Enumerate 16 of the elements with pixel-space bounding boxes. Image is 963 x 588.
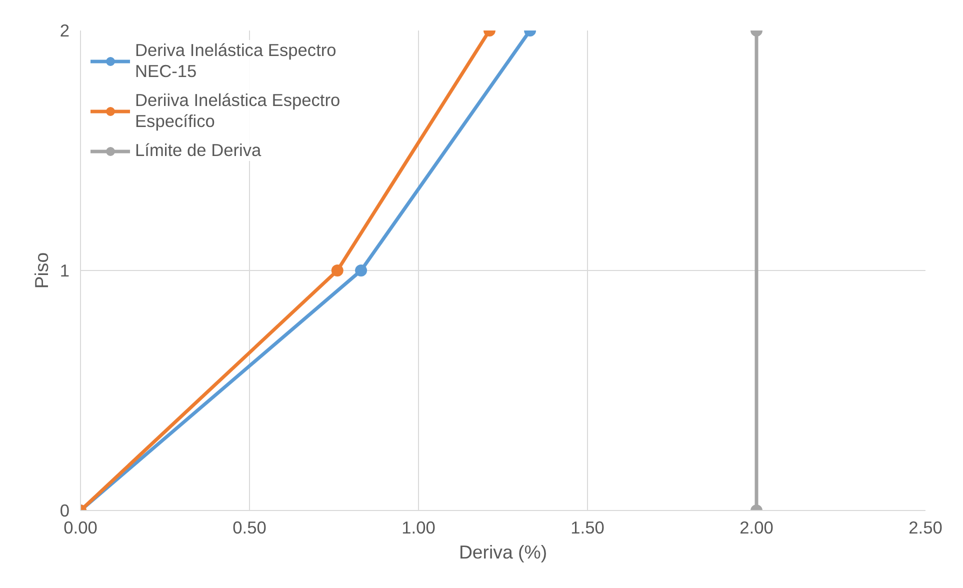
x-tick-label: 1.00 (402, 518, 436, 538)
x-axis-title: Deriva (%) (458, 542, 548, 562)
x-tick-label: 0.00 (64, 518, 98, 538)
point (355, 264, 368, 276)
point (331, 264, 344, 276)
x-tick-label: 1.50 (570, 518, 604, 538)
legend-label: Deriva Inelástica Espectro NEC-15 (135, 40, 336, 82)
x-tick-label: 2.00 (740, 518, 774, 538)
y-tick-label: 0 (60, 500, 70, 520)
y-axis-title: Piso (30, 252, 52, 289)
y-tick-label: 1 (60, 260, 70, 280)
x-tick-label: 2.50 (908, 518, 942, 538)
legend-label: Deriiva Inelástica Espectro Específico (135, 90, 340, 132)
y-tick-label: 2 (60, 20, 70, 40)
legend-label: Límite de Deriva (135, 140, 262, 161)
x-tick-label: 0.50 (232, 518, 266, 538)
